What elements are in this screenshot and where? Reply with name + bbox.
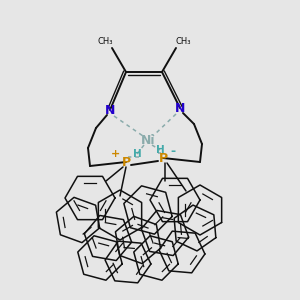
Text: CH₃: CH₃ — [97, 37, 113, 46]
Text: H: H — [156, 145, 164, 155]
Text: -: - — [170, 146, 175, 158]
Text: CH₃: CH₃ — [175, 37, 191, 46]
Text: N: N — [105, 103, 115, 116]
Text: +: + — [111, 149, 121, 159]
Text: P: P — [122, 155, 130, 169]
Text: P: P — [158, 152, 168, 164]
Text: Ni: Ni — [141, 134, 155, 146]
Text: N: N — [175, 101, 185, 115]
Text: H: H — [133, 149, 141, 159]
